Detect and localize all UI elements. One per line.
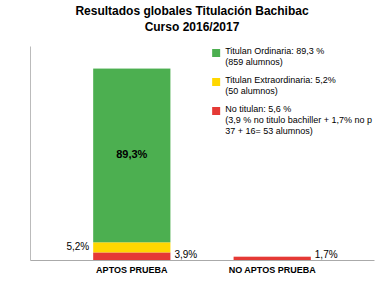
x-tick: NO APTOS PRUEBA (229, 260, 317, 275)
legend: Titulan Ordinaria: 89,3 %(859 alumnos)Ti… (212, 46, 372, 136)
bar-segment (93, 252, 170, 260)
legend-label-line: Titulan Extraordinaria: 5,2% (225, 75, 336, 85)
bar-segment (234, 256, 311, 257)
bar-segment (234, 256, 311, 257)
legend-label-line: (50 alumnos) (225, 86, 278, 96)
y-axis (30, 47, 31, 261)
x-axis-line (31, 260, 375, 261)
legend-label: Titulan Extraordinaria: 5,2%(50 alumnos) (225, 75, 336, 96)
bars (93, 69, 311, 260)
subtitle: Curso 2016/2017 (145, 20, 240, 34)
legend-label-line: (3,9 % no titulo bachiller + 1,7% no p (225, 115, 372, 125)
legend-item: Titulan Extraordinaria: 5,2%(50 alumnos) (212, 75, 336, 96)
legend-swatch (212, 78, 220, 86)
x-axis: APTOS PRUEBA NO APTOS PRUEBA (31, 260, 375, 275)
data-label: 89,3% (116, 148, 147, 160)
y-axis-line (30, 47, 31, 261)
legend-label: No titulan: 5,6 %(3,9 % no titulo bachil… (225, 104, 372, 136)
x-tick-label: NO APTOS PRUEBA (229, 265, 317, 275)
x-tick-label: APTOS PRUEBA (96, 265, 168, 275)
legend-swatch (212, 107, 220, 115)
legend-label-line: (859 alumnos) (225, 57, 283, 67)
legend-label-line: Titulan Ordinaria: 89,3 % (225, 46, 324, 56)
data-label: 3,9% (174, 249, 197, 260)
legend-swatch (212, 49, 220, 57)
bar-segment (93, 242, 170, 252)
bar-segment (234, 257, 311, 260)
legend-label-line: No titulan: 5,6 % (225, 104, 291, 114)
legend-label-line: 37 + 16= 53 alumnos) (225, 126, 313, 136)
data-label: 5,2% (66, 241, 89, 252)
x-tick: APTOS PRUEBA (96, 260, 168, 275)
legend-item: Titulan Ordinaria: 89,3 %(859 alumnos) (212, 46, 324, 67)
legend-item: No titulan: 5,6 %(3,9 % no titulo bachil… (212, 104, 372, 136)
title: Resultados globales Titulación Bachibac (75, 4, 308, 18)
data-labels: 3,9% 5,2% 89,3% 1,7% (66, 148, 337, 259)
data-label: 1,7% (315, 249, 338, 260)
legend-label: Titulan Ordinaria: 89,3 %(859 alumnos) (225, 46, 324, 67)
chart-container: Resultados globales Titulación Bachibac C… (0, 0, 384, 288)
bar-segment (93, 69, 170, 243)
chart-svg: Resultados globales Titulación Bachibac C… (0, 0, 384, 288)
